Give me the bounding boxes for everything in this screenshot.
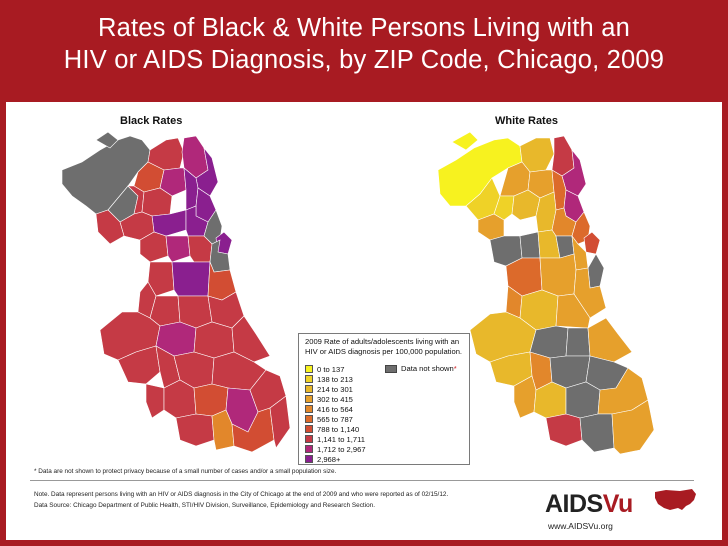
zip-region — [95, 209, 125, 245]
divider — [30, 480, 694, 481]
zip-region — [529, 325, 569, 359]
legend-item-label: 1,141 to 1,711 — [317, 434, 365, 444]
zip-region — [95, 131, 119, 149]
legend-item-label: 1,712 to 2,967 — [317, 444, 366, 454]
note-line: Note. Data represent persons living with… — [34, 491, 449, 498]
legend-swatch — [305, 425, 313, 433]
aidsvu-logo: AIDSVu — [545, 490, 633, 519]
zip-region — [539, 253, 577, 297]
legend-item-label: 788 to 1,140 — [317, 424, 360, 434]
legend-item: 416 to 564 — [305, 404, 353, 414]
legend-item-label: 138 to 213 — [317, 374, 353, 384]
zip-region — [579, 413, 615, 453]
legend-item: 1,712 to 2,967 — [305, 444, 366, 454]
legend-asterisk: * — [453, 364, 457, 373]
legend-not-shown: Data not shown * — [385, 364, 457, 373]
zip-region — [587, 253, 605, 289]
title-line-1: Rates of Black & White Persons Living wi… — [98, 14, 630, 42]
logo-url: www.AIDSVu.org — [548, 521, 613, 531]
data-source-line: Data Source: Chicago Department of Publi… — [34, 502, 376, 509]
legend-swatch — [305, 395, 313, 403]
zip-region — [587, 317, 633, 363]
legend-item: 2,968+ — [305, 454, 340, 464]
legend-title: 2009 Rate of adults/adolescents living w… — [305, 337, 463, 356]
legend-item: 788 to 1,140 — [305, 424, 359, 434]
zip-region — [611, 399, 655, 455]
privacy-footnote: * Data are not shown to protect privacy … — [34, 468, 337, 475]
zip-region — [451, 131, 479, 151]
black-map-regions — [61, 131, 291, 453]
legend-item-label: 565 to 787 — [317, 414, 353, 424]
legend-not-shown-swatch — [385, 364, 397, 373]
legend-item: 302 to 415 — [305, 394, 353, 404]
us-map-icon — [655, 489, 696, 510]
map-legend: 2009 Rate of adults/adolescents living w… — [298, 333, 470, 465]
zip-region — [565, 327, 591, 357]
slide-title: Rates of Black & White Persons Living wi… — [0, 12, 728, 76]
zip-region — [145, 383, 165, 419]
zip-region — [519, 231, 541, 259]
legend-item: 565 to 787 — [305, 414, 353, 424]
legend-item-label: 214 to 301 — [317, 384, 353, 394]
white-rates-label: White Rates — [495, 115, 558, 127]
black-rates-label: Black Rates — [120, 115, 183, 127]
legend-swatch — [305, 415, 313, 423]
legend-not-shown-label: Data not shown — [401, 364, 454, 373]
zip-region — [555, 293, 591, 329]
legend-item: 1,141 to 1,711 — [305, 434, 365, 444]
legend-swatch — [305, 365, 313, 373]
zip-region — [565, 381, 601, 419]
legend-item-label: 416 to 564 — [317, 404, 353, 414]
legend-swatch — [305, 385, 313, 393]
logo-vu: Vu — [602, 490, 634, 518]
zip-region — [147, 261, 175, 297]
zip-region — [583, 231, 601, 255]
legend-swatch — [305, 405, 313, 413]
zip-region — [545, 413, 583, 447]
zip-region — [269, 395, 291, 449]
zip-region — [165, 235, 191, 263]
legend-item: 214 to 301 — [305, 384, 353, 394]
legend-item-label: 2,968+ — [317, 454, 341, 464]
legend-item: 0 to 137 — [305, 364, 344, 374]
zip-region — [119, 211, 155, 241]
legend-swatch — [305, 455, 313, 463]
legend-swatch — [305, 435, 313, 443]
legend-item-label: 0 to 137 — [317, 364, 345, 374]
legend-item: 138 to 213 — [305, 374, 353, 384]
legend-swatch — [305, 445, 313, 453]
title-line-2: HIV or AIDS Diagnosis, by ZIP Code, Chic… — [63, 46, 665, 74]
white-map-regions — [437, 131, 655, 455]
legend-item-label: 302 to 415 — [317, 394, 353, 404]
logo-aids: AIDS — [545, 490, 603, 518]
legend-swatch — [305, 375, 313, 383]
